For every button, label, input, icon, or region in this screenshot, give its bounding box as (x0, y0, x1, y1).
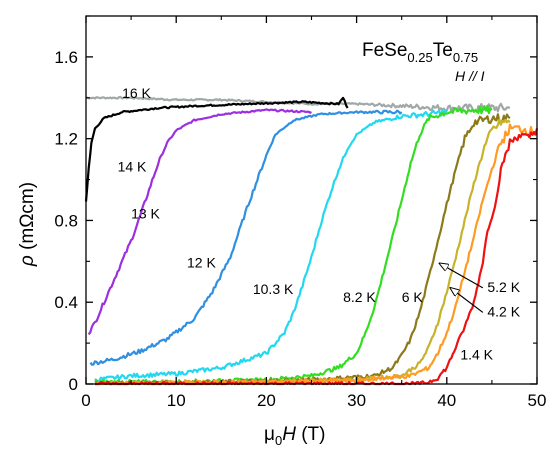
curve-label: 10.3 K (253, 281, 294, 297)
y-tick-label: 0.8 (54, 211, 78, 230)
x-axis-prefix: μ (264, 424, 275, 445)
series-8-2-k (94, 104, 493, 385)
series-13-k (87, 108, 312, 336)
title-sub1: 0.25 (407, 50, 432, 65)
curve-label: 1.4 K (460, 346, 493, 362)
y-axis-title: ρ (mΩcm) (17, 182, 38, 267)
x-axis-var: H (282, 424, 296, 445)
curve-label: 12 K (187, 254, 216, 270)
curve-label: 6 K (402, 289, 424, 305)
curve-labels: 16 K 14 K 13 K 12 K 10.3 K 8.2 K 6 K 5.2 K 4.2 K… (118, 85, 521, 363)
curve-label: 16 K (122, 85, 151, 101)
x-tick-label: 20 (257, 391, 276, 410)
series-14-k (84, 96, 349, 202)
y-tick-label: 0.4 (54, 293, 78, 312)
y-tick-label: 1.2 (54, 130, 78, 149)
x-axis-title: μ0H (T) (264, 424, 325, 448)
series-12-k (89, 109, 403, 366)
field-orientation-label: H // I (455, 68, 485, 84)
chart-title: FeSe0.25Te0.75 (362, 40, 478, 65)
label-arrow (440, 263, 484, 289)
label-arrow (450, 288, 484, 313)
curve-label: 4.2 K (487, 304, 520, 320)
series-10-3-k (94, 109, 448, 383)
x-tick-label: 40 (437, 391, 456, 410)
y-tick-label: 1.6 (54, 48, 78, 67)
axes (85, 15, 538, 385)
curve-label: 8.2 K (343, 289, 376, 305)
x-tick-label: 50 (528, 391, 547, 410)
curve-label: 14 K (118, 158, 147, 174)
tick-labels: 0 10 20 30 40 50 0 0.4 0.8 1.2 1.6 (54, 48, 546, 410)
series-4-2-k (94, 123, 538, 386)
series-curves (84, 95, 539, 386)
x-tick-label: 10 (167, 391, 186, 410)
x-axis-sub: 0 (275, 433, 282, 448)
y-axis-unit: (mΩcm) (17, 182, 38, 255)
title-mid: Te (433, 40, 453, 61)
title-sub2: 0.75 (453, 50, 478, 65)
x-axis-unit: (T) (296, 424, 326, 445)
x-tick-label: 30 (347, 391, 366, 410)
title-main: FeSe (362, 40, 407, 61)
y-tick-label: 0 (69, 375, 78, 394)
curve-label: 5.2 K (487, 279, 520, 295)
y-axis-var: ρ (17, 255, 38, 267)
x-tick-label: 0 (81, 391, 90, 410)
curve-label: 13 K (131, 205, 160, 221)
